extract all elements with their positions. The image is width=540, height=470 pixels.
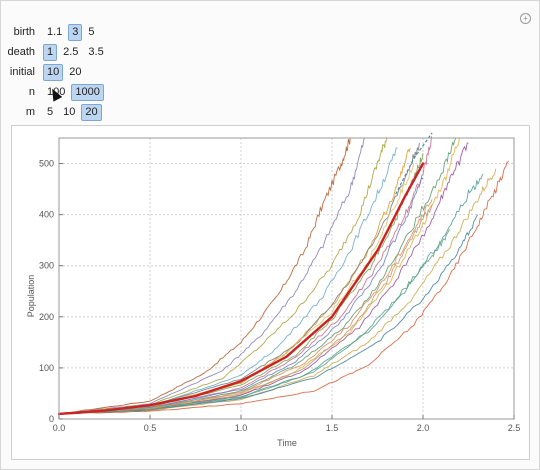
initial-option-1[interactable]: 10 xyxy=(43,63,64,81)
birth-control: birth 1.1 3 5 xyxy=(1,23,101,41)
plot-area-frame xyxy=(58,137,515,420)
y-axis-label: Population xyxy=(26,275,36,318)
simulation-line xyxy=(58,168,497,415)
y-tick-label: 200 xyxy=(39,312,54,322)
initial-control: initial 10 20 xyxy=(1,63,88,81)
y-tick-label: 100 xyxy=(39,363,54,373)
simulation-line xyxy=(58,204,433,415)
n-option-2[interactable]: 1000 xyxy=(71,83,104,101)
axes: 0.0 0.5 1.0 1.5 2.0 2.5 0 100 200 300 400 500 xyxy=(39,137,521,433)
y-tick-label: 400 xyxy=(39,210,54,220)
simulation-line xyxy=(58,143,420,415)
simulation-line xyxy=(58,214,478,415)
simulation-line xyxy=(58,137,366,415)
death-option-2[interactable]: 2.5 xyxy=(63,45,79,58)
projection-line xyxy=(395,132,433,195)
x-axis-label: Time xyxy=(277,438,297,448)
y-tick-label: 500 xyxy=(39,159,54,169)
birth-option-3[interactable]: 5 xyxy=(88,25,95,38)
death-option-1[interactable]: 1 xyxy=(43,43,58,61)
initial-option-2[interactable]: 20 xyxy=(69,65,82,78)
simulation-line xyxy=(58,229,451,415)
x-tick-label: 2.5 xyxy=(508,423,521,433)
x-tick-label: 1.0 xyxy=(235,423,248,433)
x-tick-label: 2.0 xyxy=(417,423,430,433)
n-control: n 100 1000 xyxy=(1,83,106,101)
simulation-line xyxy=(58,137,388,415)
birth-label: birth xyxy=(13,26,35,38)
simulation-line xyxy=(58,177,424,415)
simulation-line xyxy=(58,160,509,415)
simulation-line xyxy=(58,137,457,415)
simulation-line xyxy=(59,137,460,415)
death-control: death 1 2.5 3.5 xyxy=(1,43,110,61)
x-tick-label: 0.5 xyxy=(144,423,157,433)
birth-option-2[interactable]: 3 xyxy=(68,23,83,41)
mean-curve xyxy=(57,162,425,416)
plot-frame: 0.0 0.5 1.0 1.5 2.0 2.5 0 100 200 300 400 500 Time … xyxy=(11,125,530,460)
n-label: n xyxy=(28,86,35,98)
y-tick-label: 300 xyxy=(39,261,54,271)
m-option-3[interactable]: 20 xyxy=(81,103,102,121)
birth-option-1[interactable]: 1.1 xyxy=(47,25,63,38)
death-label: death xyxy=(7,46,35,58)
simulation-line xyxy=(58,199,433,415)
death-option-3[interactable]: 3.5 xyxy=(88,45,104,58)
initial-label: initial xyxy=(9,66,35,78)
options-icon[interactable]: + xyxy=(520,13,531,24)
m-option-1[interactable]: 5 xyxy=(47,105,54,118)
m-option-2[interactable]: 10 xyxy=(63,105,76,118)
y-tick-label: 0 xyxy=(49,414,54,424)
x-tick-label: 1.5 xyxy=(326,423,339,433)
n-option-1[interactable]: 100 xyxy=(47,85,66,98)
m-control: m 5 10 20 xyxy=(1,103,104,121)
x-tick-label: 0.0 xyxy=(53,423,66,433)
series-layer xyxy=(57,132,509,416)
simulation-line xyxy=(58,137,351,415)
m-label: m xyxy=(25,106,35,118)
simulation-line xyxy=(58,147,398,415)
simulation-line xyxy=(58,135,433,415)
